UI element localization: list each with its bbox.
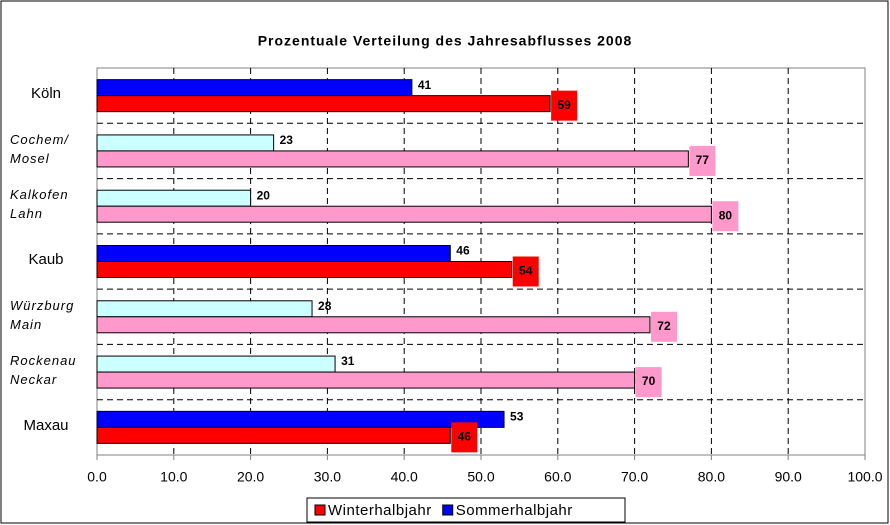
- value-label: 20: [257, 188, 271, 202]
- bar: [96, 205, 712, 223]
- value-label: 46: [458, 430, 472, 444]
- legend-swatch: [314, 504, 326, 516]
- value-label: 41: [418, 78, 432, 92]
- value-label-box: [635, 367, 662, 398]
- x-tick-label: 70.0: [621, 469, 648, 485]
- y-tick-label: Würzburg Main: [10, 297, 75, 332]
- value-label: 28: [318, 299, 332, 313]
- bar: [96, 261, 513, 278]
- bar: [96, 134, 275, 152]
- bar: [96, 245, 451, 262]
- value-label-box: [451, 422, 478, 453]
- value-label-box: [712, 201, 739, 232]
- x-tick-label: 60.0: [544, 469, 571, 485]
- x-tick-label: 80.0: [698, 469, 725, 485]
- value-label: 53: [510, 410, 524, 424]
- value-label: 77: [696, 153, 710, 167]
- x-tick-label: 30.0: [314, 469, 341, 485]
- value-label: 54: [519, 264, 533, 278]
- value-label-box: [650, 311, 677, 342]
- y-tick-label: Kaub: [28, 251, 64, 268]
- y-tick-label: Cochem/ Mosel: [10, 131, 70, 166]
- value-label: 23: [280, 133, 294, 147]
- value-label: 31: [341, 354, 355, 368]
- bar: [96, 300, 313, 318]
- bar: [96, 316, 651, 334]
- bar: [96, 426, 451, 444]
- bar: [96, 95, 551, 113]
- value-label-box: [689, 145, 716, 176]
- bar: [96, 150, 689, 168]
- y-tick-label: Kalkofen Lahn: [10, 187, 69, 222]
- bar: [96, 79, 413, 97]
- bar: [96, 410, 505, 428]
- value-label-box: [551, 90, 578, 121]
- value-label-box: [512, 256, 539, 287]
- value-label: 46: [456, 244, 470, 258]
- x-tick-label: 90.0: [775, 469, 802, 485]
- y-tick-label: Köln: [30, 85, 62, 103]
- value-label: 70: [642, 374, 656, 388]
- legend: [306, 497, 626, 523]
- legend-label: Sommerhalbjahr: [456, 502, 573, 519]
- value-label: 80: [719, 208, 733, 222]
- x-tick-label: 40.0: [391, 469, 418, 485]
- x-tick-label: 10.0: [160, 469, 187, 485]
- chart-title: Prozentuale Verteilung des Jahresabfluss…: [258, 33, 633, 49]
- x-tick-label: 100.0: [847, 469, 882, 485]
- bar: [96, 189, 252, 207]
- value-label: 72: [657, 319, 671, 333]
- bar: [96, 355, 336, 373]
- x-tick-label: 0.0: [87, 469, 107, 485]
- legend-swatch: [442, 504, 454, 516]
- x-tick-label: 20.0: [237, 469, 264, 485]
- bar: [96, 371, 636, 389]
- value-label: 59: [557, 98, 571, 112]
- x-tick-label: 50.0: [467, 469, 494, 485]
- legend-label: Winterhalbjahr: [328, 502, 432, 519]
- y-tick-label: Rockenau Neckar: [10, 353, 77, 388]
- y-tick-label: Maxau: [23, 416, 69, 434]
